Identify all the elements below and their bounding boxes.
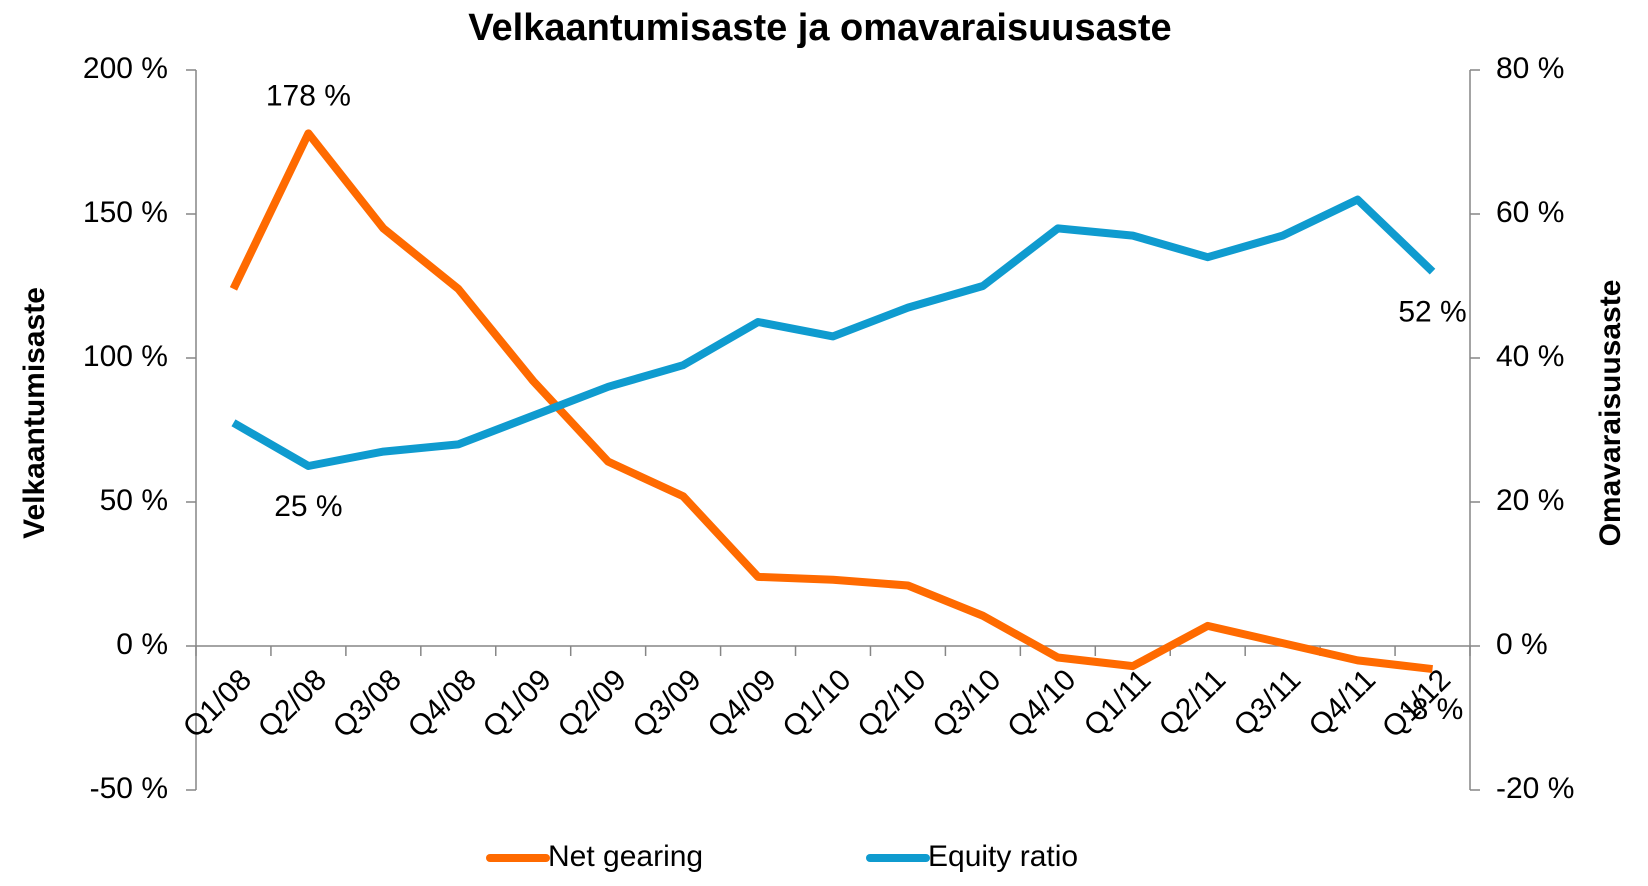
x-tick-label: Q1/08	[177, 663, 258, 744]
y2-tick-label: 20 %	[1496, 484, 1564, 517]
chart-title: Velkaantumisaste ja omavaraisuusaste	[468, 7, 1171, 49]
y2-axis-title: Omavaraisuusaste	[1594, 280, 1627, 547]
series-line	[229, 129, 1433, 674]
x-tick-label: Q4/08	[402, 663, 483, 744]
data-label: -8 %	[1402, 693, 1464, 726]
y-tick-label: 200 %	[83, 52, 168, 85]
x-tick-label: Q4/09	[701, 663, 782, 744]
y-tick-label: 100 %	[83, 340, 168, 373]
y2-tick-label: 40 %	[1496, 340, 1564, 373]
x-tick-label: Q1/10	[776, 663, 857, 744]
y2-tick-label: 60 %	[1496, 196, 1564, 229]
y-tick-label: 50 %	[100, 484, 168, 517]
x-tick-label: Q1/09	[477, 663, 558, 744]
x-tick-label: Q4/11	[1303, 663, 1383, 743]
data-label: 52 %	[1398, 296, 1466, 329]
y-tick-label: -50 %	[90, 772, 168, 805]
x-tick-label: Q3/10	[926, 663, 1007, 744]
y-axis-title: Velkaantumisaste	[18, 287, 51, 539]
data-label: 178 %	[266, 79, 351, 112]
x-tick-label: Q1/11	[1078, 663, 1158, 743]
x-tick-label: Q2/08	[252, 663, 333, 744]
series-line	[231, 195, 1436, 470]
x-tick-label: Q4/10	[1001, 663, 1082, 744]
y-tick-label: 150 %	[83, 196, 168, 229]
y2-tick-label: 0 %	[1496, 628, 1548, 661]
x-tick-label: Q2/11	[1153, 663, 1233, 743]
legend-label: Net gearing	[548, 840, 703, 873]
y2-tick-label: -20 %	[1496, 772, 1574, 805]
x-tick-label: Q3/08	[327, 663, 408, 744]
x-tick-label: Q3/09	[627, 663, 708, 744]
x-tick-label: Q2/09	[552, 663, 633, 744]
x-tick-label: Q3/11	[1228, 663, 1308, 743]
y-tick-label: 0 %	[116, 628, 168, 661]
data-label: 25 %	[274, 490, 342, 523]
y2-tick-label: 80 %	[1496, 52, 1564, 85]
legend-label: Equity ratio	[928, 840, 1078, 873]
x-tick-label: Q2/10	[851, 663, 932, 744]
